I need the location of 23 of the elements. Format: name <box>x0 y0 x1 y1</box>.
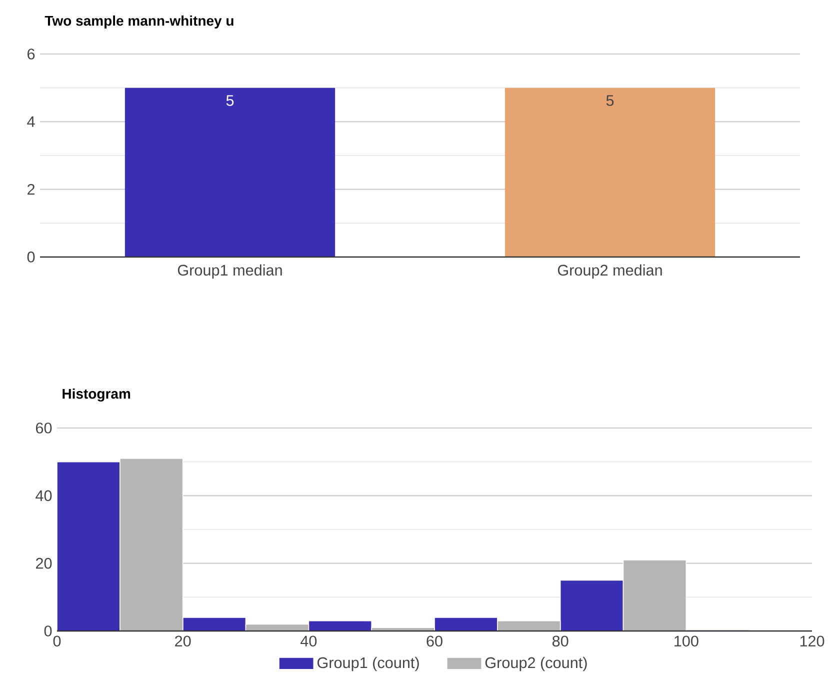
legend-label: Group1 (count) <box>317 656 419 672</box>
y-tick-label: 60 <box>36 422 52 434</box>
y-tick-label: 2 <box>28 184 35 195</box>
x-tick-label: 120 <box>800 636 824 647</box>
x-tick-label: 0 <box>53 636 61 647</box>
x-tick-label: 40 <box>300 636 317 647</box>
y-tick-label: 6 <box>28 48 35 60</box>
x-tick-label: 20 <box>175 636 191 647</box>
y-tick-label: 0 <box>44 626 52 636</box>
x-tick-label: 100 <box>674 636 698 647</box>
x-tick-label: Group2 median <box>558 264 662 279</box>
y-tick-label: 40 <box>36 490 52 502</box>
y-tick-label: 20 <box>36 558 52 569</box>
chart-title: Histogram <box>62 388 130 402</box>
x-tick-label: Group1 median <box>178 264 282 279</box>
legend-label: Group2 (count) <box>485 656 587 672</box>
x-tick-label: 80 <box>552 636 568 647</box>
data-label: 5 <box>226 95 234 106</box>
chart-title: Two sample mann-whitney u <box>44 15 234 29</box>
x-tick-label: 60 <box>426 636 442 647</box>
data-label: 5 <box>606 95 614 106</box>
y-tick-label: 0 <box>27 252 35 262</box>
y-tick-label: 4 <box>27 116 35 127</box>
